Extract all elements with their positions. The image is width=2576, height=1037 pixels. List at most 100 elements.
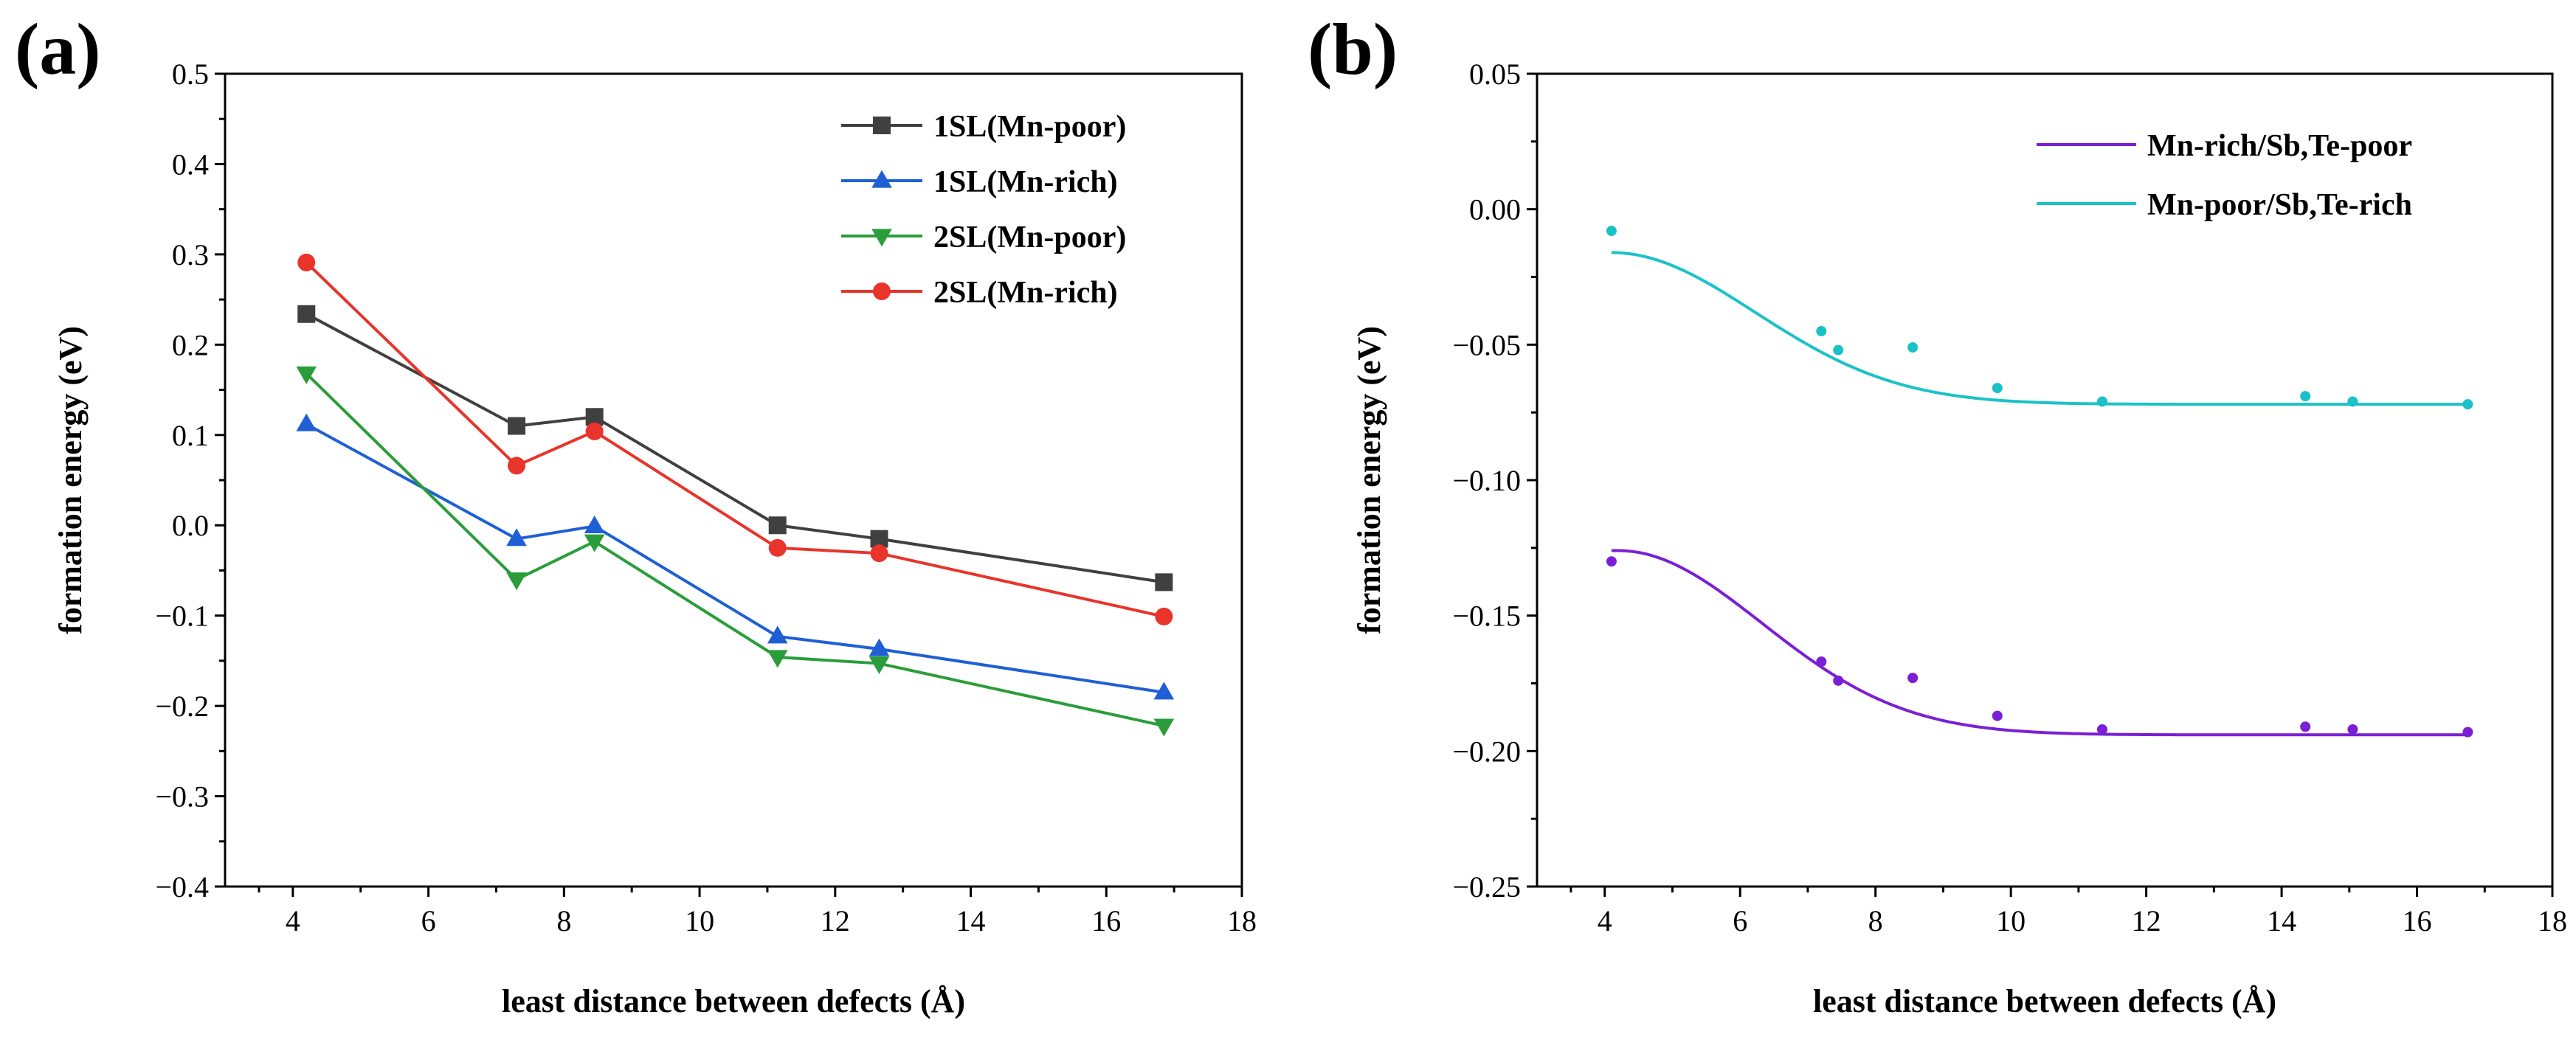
y-tick-label: 0.00 [1469,193,1521,226]
x-tick-label: 18 [2538,904,2567,937]
data-point [2096,396,2107,407]
x-tick-label: 18 [1227,904,1257,937]
x-tick-label: 12 [2132,904,2161,937]
y-tick-label: 0.2 [172,328,209,361]
data-point [584,534,605,552]
data-point [768,516,787,535]
data-point [767,650,788,668]
data-point [870,544,888,563]
y-tick-label: 0.3 [172,238,209,271]
series-line-2 [305,372,1164,728]
data-point [1992,710,2003,721]
y-tick-label: 0.1 [172,419,209,452]
data-point [585,422,604,440]
x-axis-title: least distance between defects (Å) [1813,983,2276,1019]
x-tick-label: 4 [1598,904,1612,937]
data-point [1155,573,1173,592]
panel-label: (a) [15,8,101,90]
x-tick-label: 14 [956,904,986,937]
data-point [1907,673,1919,684]
data-point [1153,718,1175,737]
data-point [1907,342,1919,353]
y-tick-label: 0.5 [172,58,209,91]
data-point [1833,675,1844,686]
data-point [869,638,890,656]
y-tick-label: −0.1 [155,600,209,633]
data-point [506,572,527,591]
legend-marker [873,117,891,134]
data-point [296,413,317,431]
x-tick-label: 12 [821,904,850,937]
data-point [2347,724,2358,735]
data-point [508,417,526,435]
panel-b: (b) 4 6 8 10 12 14 16 18 −0.25 −0.20 −0.15 −0.10 −0.0… [1308,8,2567,1019]
x-tick-label: 14 [2267,904,2296,937]
y-tick-label: −0.20 [1452,735,1521,768]
legend-label: 1SL(Mn-poor) [933,110,1126,144]
panel-a: (a) 4 6 8 10 12 14 16 18 −0.4 −0.3 −0.2 −0.1 0.0 0.1 0.… [15,8,1257,1019]
data-point [2300,721,2311,732]
x-tick-label: 4 [286,904,300,937]
data-point [2462,726,2473,738]
legend-label: 2SL(Mn-rich) [933,276,1118,310]
series-line-1 [305,423,1164,694]
legend-label: Mn-rich/Sb,Te-poor [2147,129,2412,163]
legend-marker [871,229,892,247]
legend-label: 2SL(Mn-poor) [933,221,1126,254]
data-point [1833,344,1844,356]
fit-curve-1 [1611,251,2468,406]
data-point [585,408,604,426]
x-tick-label: 10 [685,904,714,937]
x-tick-label: 16 [1091,904,1121,937]
x-tick-label: 6 [1733,904,1747,937]
series-line-3 [305,261,1164,618]
y-tick-label: −0.3 [155,780,209,814]
data-point [869,656,890,674]
y-tick-label: −0.10 [1452,464,1521,497]
y-axis-title: formation energy (eV) [1351,326,1387,634]
data-point [296,366,317,384]
data-point [1606,556,1617,567]
data-point [1992,383,2003,394]
x-tick-label: 8 [556,904,571,937]
y-tick-label: 0.4 [172,148,209,181]
data-point [1816,325,1827,336]
data-point [297,253,316,271]
fit-curve-0 [1611,549,2468,737]
data-point [508,457,526,475]
data-point [1153,681,1175,700]
x-tick-label: 10 [1996,904,2026,937]
legend-label: Mn-poor/Sb,Te-rich [2147,188,2412,222]
data-point [2300,391,2311,402]
series-line-0 [305,312,1164,584]
data-point [2462,399,2473,410]
y-tick-label: −0.25 [1452,870,1521,904]
y-tick-label: 0.0 [172,509,209,542]
data-point [506,528,527,547]
data-point [768,538,787,557]
data-point [2347,396,2358,407]
data-point [1155,607,1173,625]
data-point [2096,724,2107,735]
y-tick-label: 0.05 [1469,58,1521,91]
panel-label: (b) [1308,8,1398,90]
legend-marker [873,282,891,300]
y-axis-title: formation energy (eV) [52,326,89,634]
y-tick-label: −0.05 [1452,328,1521,361]
data-point [584,516,605,534]
x-tick-label: 8 [1868,904,1883,937]
legend-label: 1SL(Mn-rich) [933,165,1118,199]
data-point [1816,656,1827,667]
x-axis-title: least distance between defects (Å) [502,983,965,1019]
y-tick-label: −0.15 [1452,600,1521,633]
y-tick-label: −0.2 [155,690,209,723]
legend-marker [871,170,892,188]
y-tick-label: −0.4 [155,870,209,904]
x-tick-label: 6 [421,904,436,937]
data-point [1606,226,1617,237]
x-tick-label: 16 [2403,904,2432,937]
data-point [297,305,316,323]
data-point [767,625,788,644]
data-point [870,530,888,548]
